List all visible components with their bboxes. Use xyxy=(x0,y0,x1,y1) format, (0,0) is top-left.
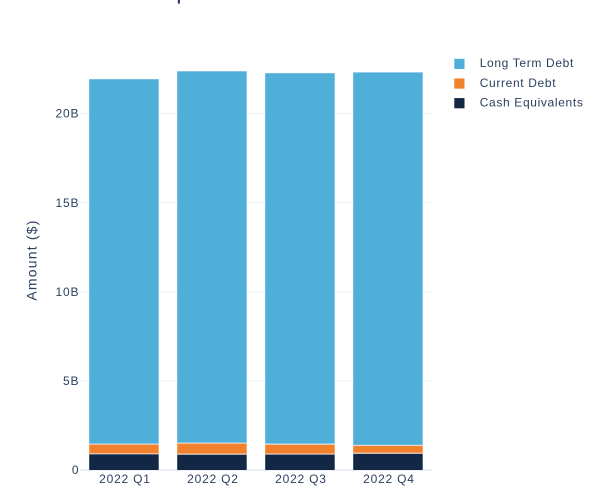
svg-text:Current Debt: Current Debt xyxy=(480,76,557,90)
svg-text:2022 Q2: 2022 Q2 xyxy=(187,472,239,486)
svg-text:10B: 10B xyxy=(56,285,80,299)
svg-text:2022 Q3: 2022 Q3 xyxy=(275,472,327,486)
svg-text:Amount ($): Amount ($) xyxy=(23,219,39,300)
svg-text:2022 Q1: 2022 Q1 xyxy=(99,472,151,486)
svg-text:20B: 20B xyxy=(56,107,80,121)
svg-text:2022 Q4: 2022 Q4 xyxy=(363,472,415,486)
svg-text:15B: 15B xyxy=(56,196,80,210)
svg-text:Long Term Debt: Long Term Debt xyxy=(480,56,574,70)
svg-text:5B: 5B xyxy=(63,374,79,388)
svg-text:0: 0 xyxy=(72,463,79,477)
svg-text:Cash Equivalents: Cash Equivalents xyxy=(480,96,584,110)
